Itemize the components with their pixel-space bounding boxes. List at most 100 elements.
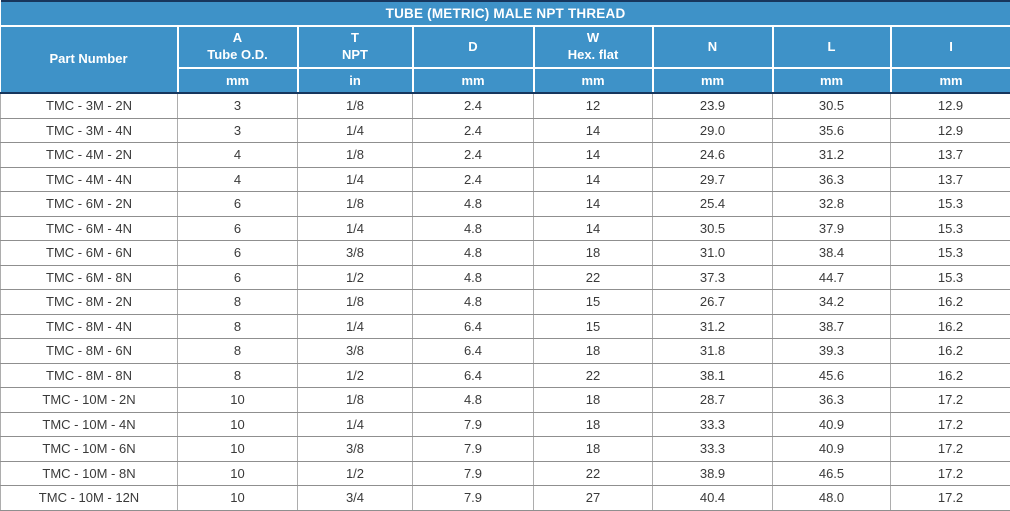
cell-l: 45.6 [772, 362, 891, 388]
cell-a-tube-od: 10 [177, 436, 298, 462]
cell-a-tube-od: 6 [177, 240, 298, 266]
cell-n: 33.3 [652, 411, 773, 437]
cell-a-tube-od: 10 [177, 485, 298, 511]
cell-l: 40.9 [772, 411, 891, 437]
cell-d: 2.4 [412, 117, 534, 143]
col-header-part-number: Part Number [0, 26, 178, 94]
cell-n: 38.1 [652, 362, 773, 388]
cell-n: 29.7 [652, 166, 773, 192]
cell-i: 12.9 [889, 117, 1010, 143]
cell-part-number: TMC - 6M - 8N [0, 264, 178, 290]
cell-l: 38.7 [772, 313, 891, 339]
col-label: W [586, 30, 600, 46]
col-header-d: D [411, 26, 534, 68]
cell-t-npt: 1/4 [297, 215, 413, 241]
table-row: TMC - 10M - 6N 10 3/8 7.9 18 33.3 40.9 17.2 [0, 436, 1010, 462]
cell-t-npt: 1/8 [297, 142, 413, 168]
table-header: TUBE (METRIC) MALE NPT THREAD Part Numbe… [0, 0, 1010, 94]
cell-n: 25.4 [652, 191, 773, 217]
cell-l: 31.2 [772, 142, 891, 168]
cell-a-tube-od: 8 [177, 313, 298, 339]
title-bar: TUBE (METRIC) MALE NPT THREAD [0, 0, 1010, 27]
cell-l: 36.3 [772, 387, 891, 413]
col-label: I [949, 38, 953, 54]
column-header-row: Part Number A Tube O.D. T NPT D W Hex. flat N L I [0, 26, 1010, 94]
cell-part-number: TMC - 10M - 6N [0, 436, 178, 462]
cell-w-hex-flat: 22 [533, 264, 653, 290]
cell-w-hex-flat: 18 [533, 411, 653, 437]
table-row: TMC - 6M - 4N 6 1/4 4.8 14 30.5 37.9 15.3 [0, 215, 1010, 241]
cell-t-npt: 3/8 [297, 436, 413, 462]
cell-w-hex-flat: 18 [533, 387, 653, 413]
col-header-i: I [889, 26, 1010, 68]
table-row: TMC - 3M - 2N 3 1/8 2.4 12 23.9 30.5 12.9 [0, 92, 1010, 119]
table-row: TMC - 4M - 4N 4 1/4 2.4 14 29.7 36.3 13.7 [0, 166, 1010, 192]
table-body: TMC - 3M - 2N 3 1/8 2.4 12 23.9 30.5 12.9 TMC - … [0, 92, 1010, 511]
cell-part-number: TMC - 4M - 4N [0, 166, 178, 192]
cell-w-hex-flat: 18 [533, 436, 653, 462]
cell-w-hex-flat: 22 [533, 460, 653, 486]
cell-a-tube-od: 10 [177, 411, 298, 437]
cell-w-hex-flat: 18 [533, 240, 653, 266]
cell-i: 17.2 [889, 436, 1010, 462]
cell-n: 23.9 [652, 92, 773, 119]
cell-i: 15.3 [889, 215, 1010, 241]
cell-w-hex-flat: 14 [533, 166, 653, 192]
cell-part-number: TMC - 3M - 2N [0, 92, 178, 119]
cell-d: 7.9 [412, 460, 534, 486]
col-label: L [827, 38, 836, 54]
cell-i: 12.9 [889, 92, 1010, 119]
cell-w-hex-flat: 15 [533, 289, 653, 315]
table-row: TMC - 4M - 2N 4 1/8 2.4 14 24.6 31.2 13.7 [0, 142, 1010, 168]
cell-n: 33.3 [652, 436, 773, 462]
cell-a-tube-od: 4 [177, 166, 298, 192]
table-row: TMC - 6M - 6N 6 3/8 4.8 18 31.0 38.4 15.3 [0, 240, 1010, 266]
cell-n: 31.8 [652, 338, 773, 364]
table-row: TMC - 8M - 6N 8 3/8 6.4 18 31.8 39.3 16.2 [0, 338, 1010, 364]
cell-a-tube-od: 3 [177, 117, 298, 143]
cell-l: 48.0 [772, 485, 891, 511]
cell-part-number: TMC - 10M - 2N [0, 387, 178, 413]
cell-n: 28.7 [652, 387, 773, 413]
cell-part-number: TMC - 6M - 6N [0, 240, 178, 266]
cell-n: 30.5 [652, 215, 773, 241]
cell-i: 16.2 [889, 289, 1010, 315]
cell-part-number: TMC - 3M - 4N [0, 117, 178, 143]
table-row: TMC - 8M - 8N 8 1/2 6.4 22 38.1 45.6 16.2 [0, 362, 1010, 388]
cell-w-hex-flat: 27 [533, 485, 653, 511]
cell-n: 31.0 [652, 240, 773, 266]
cell-a-tube-od: 3 [177, 92, 298, 119]
cell-n: 24.6 [652, 142, 773, 168]
unit-header-w-hex-flat: mm [532, 67, 653, 94]
cell-i: 15.3 [889, 264, 1010, 290]
unit-header-a-tube-od: mm [176, 67, 298, 94]
col-label: A [232, 30, 243, 46]
cell-w-hex-flat: 14 [533, 191, 653, 217]
cell-part-number: TMC - 6M - 4N [0, 215, 178, 241]
cell-t-npt: 1/8 [297, 191, 413, 217]
cell-a-tube-od: 8 [177, 338, 298, 364]
cell-part-number: TMC - 4M - 2N [0, 142, 178, 168]
table-row: TMC - 10M - 12N 10 3/4 7.9 27 40.4 48.0 17.2 [0, 485, 1010, 511]
cell-i: 16.2 [889, 338, 1010, 364]
cell-d: 2.4 [412, 92, 534, 119]
cell-part-number: TMC - 10M - 4N [0, 411, 178, 437]
cell-d: 4.8 [412, 240, 534, 266]
table-row: TMC - 10M - 4N 10 1/4 7.9 18 33.3 40.9 17.2 [0, 411, 1010, 437]
cell-a-tube-od: 10 [177, 387, 298, 413]
cell-t-npt: 3/8 [297, 338, 413, 364]
cell-d: 4.8 [412, 215, 534, 241]
cell-a-tube-od: 4 [177, 142, 298, 168]
cell-l: 34.2 [772, 289, 891, 315]
col-label: N [707, 38, 718, 54]
cell-d: 4.8 [412, 289, 534, 315]
table-title: TUBE (METRIC) MALE NPT THREAD [0, 0, 1010, 27]
cell-t-npt: 3/8 [297, 240, 413, 266]
cell-d: 7.9 [412, 436, 534, 462]
cell-l: 38.4 [772, 240, 891, 266]
cell-d: 6.4 [412, 313, 534, 339]
table-row: TMC - 8M - 2N 8 1/8 4.8 15 26.7 34.2 16.2 [0, 289, 1010, 315]
col-sublabel: Hex. flat [567, 47, 619, 62]
cell-part-number: TMC - 8M - 4N [0, 313, 178, 339]
cell-d: 4.8 [412, 387, 534, 413]
